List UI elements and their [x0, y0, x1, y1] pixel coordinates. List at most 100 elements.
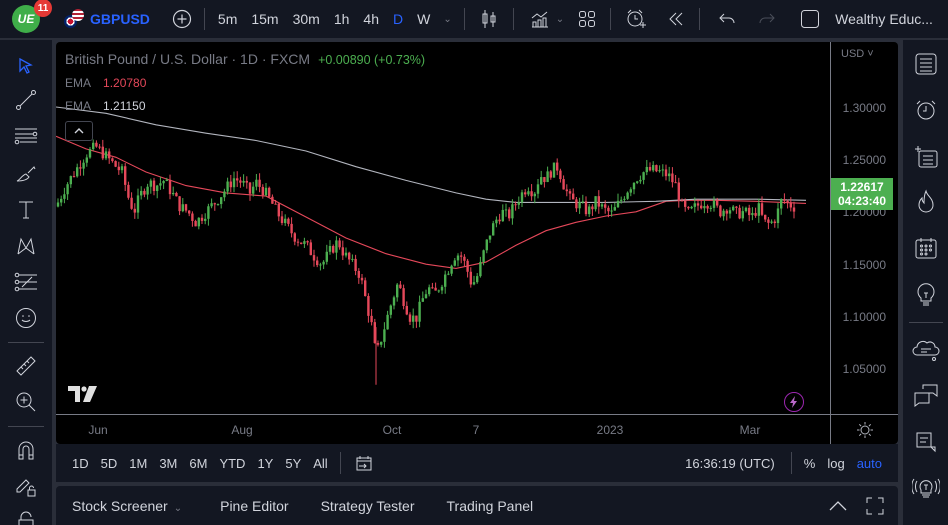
bar-countdown: 04:23:40 [837, 194, 887, 208]
layout-name-button[interactable]: Wealthy Educ... [835, 11, 933, 27]
text-tool[interactable] [12, 196, 40, 224]
collapse-legend-button[interactable] [65, 121, 93, 141]
interval-1w[interactable]: W [417, 11, 431, 27]
create-alert-button[interactable] [625, 8, 647, 30]
compare-symbol-button[interactable] [172, 9, 192, 29]
price-axis[interactable]: USD ˅ 1.30000 1.25000 1.20000 1.15000 1.… [830, 42, 898, 414]
range-5y[interactable]: 5Y [285, 455, 302, 471]
range-6m[interactable]: 6M [189, 455, 208, 471]
alerts-bolt-button[interactable] [784, 392, 804, 412]
expand-panel-button[interactable] [828, 500, 848, 512]
maximize-panel-button[interactable] [866, 497, 884, 515]
time-axis[interactable]: Jun Aug Oct 7 2023 Mar [56, 414, 830, 444]
range-3m[interactable]: 3M [159, 455, 178, 471]
notifications-button[interactable] [912, 428, 940, 456]
notification-badge: 11 [34, 0, 52, 17]
interval-30m[interactable]: 30m [292, 11, 320, 27]
tab-pine-editor[interactable]: Pine Editor [220, 497, 289, 514]
log-scale-toggle[interactable]: log [827, 455, 845, 471]
redo-button[interactable] [758, 12, 776, 26]
toolbar-divider [203, 8, 205, 30]
interval-1d[interactable]: D [392, 11, 404, 27]
parallel-lines-icon [14, 128, 38, 145]
range-5d[interactable]: 5D [100, 455, 118, 471]
layout-select-checkbox[interactable] [800, 9, 820, 29]
lock-icon [18, 511, 34, 525]
signals-button[interactable] [912, 474, 940, 502]
interval-5m[interactable]: 5m [217, 11, 238, 27]
cursor-tool[interactable] [12, 52, 40, 80]
measure-tool[interactable] [12, 352, 40, 380]
icons-tool[interactable] [12, 304, 40, 332]
sun-gear-icon [856, 421, 873, 438]
interval-15m[interactable]: 15m [251, 11, 279, 27]
time-tick: Oct [382, 423, 402, 437]
tab-strategy-tester[interactable]: Strategy Tester [320, 497, 415, 514]
range-1m[interactable]: 1M [129, 455, 148, 471]
indicators-dropdown-chevron-icon[interactable]: ⌄ [555, 13, 565, 25]
lock-all-tool[interactable] [12, 506, 40, 525]
utc-clock[interactable]: 16:36:19 (UTC) [685, 455, 775, 471]
percent-scale-toggle[interactable]: % [803, 455, 816, 471]
alarm-clock-plus-icon [627, 9, 647, 28]
pencil-lock-icon [16, 479, 36, 497]
auto-scale-toggle[interactable]: auto [856, 455, 882, 471]
zoom-in-icon [16, 392, 36, 412]
chats-button[interactable] [912, 336, 940, 364]
user-avatar[interactable]: UE 11 [12, 0, 52, 33]
toolbar-divider [512, 8, 514, 30]
trend-line-tool[interactable] [12, 86, 40, 114]
ruler-icon [16, 356, 36, 376]
calendar-icon [915, 238, 937, 259]
range-1d[interactable]: 1D [72, 455, 89, 471]
chart-type-candles-button[interactable] [481, 9, 497, 29]
chevron-up-icon [829, 500, 847, 510]
currency-selector[interactable]: USD ˅ [841, 48, 874, 60]
brush-tool[interactable] [12, 160, 40, 188]
ema-slow-legend[interactable]: EMA 1.21150 [65, 99, 146, 113]
chart-settings-button[interactable] [830, 414, 898, 444]
tradingview-logo[interactable] [68, 385, 100, 408]
go-to-date-button[interactable] [355, 454, 373, 472]
ema-fast-legend[interactable]: EMA 1.20780 [65, 76, 146, 90]
pattern-tool[interactable] [12, 232, 40, 260]
indicators-button[interactable] [530, 9, 550, 29]
chart-canvas[interactable]: British Pound / U.S. Dollar · 1D · FXCM +… [56, 42, 830, 414]
price-tick: 1.10000 [842, 310, 886, 324]
zoom-in-tool[interactable] [12, 388, 40, 416]
streams-button[interactable] [912, 382, 940, 410]
horizontal-lines-tool[interactable] [12, 122, 40, 150]
flame-icon [918, 189, 934, 213]
drawing-toolbar [0, 40, 52, 525]
ideas-button[interactable] [912, 280, 940, 308]
fib-tool[interactable] [12, 268, 40, 296]
range-1y[interactable]: 1Y [257, 455, 274, 471]
tab-stock-screener[interactable]: Stock Screener ⌄ [56, 498, 204, 514]
magnet-icon [18, 441, 34, 460]
lock-drawings-tool[interactable] [12, 472, 40, 500]
magnet-mode-tool[interactable] [12, 436, 40, 464]
hotlists-button[interactable] [912, 188, 940, 216]
range-ytd[interactable]: YTD [219, 455, 246, 471]
interval-1h[interactable]: 1h [333, 11, 350, 27]
range-all[interactable]: All [313, 455, 328, 471]
tab-trading-panel[interactable]: Trading Panel [446, 497, 534, 514]
alerts-button[interactable] [912, 96, 940, 124]
undo-button[interactable] [718, 12, 736, 26]
layout-grid-button[interactable] [578, 10, 596, 28]
watchlist-button[interactable] [912, 50, 940, 78]
range-divider [339, 452, 341, 474]
candlestick-chart [56, 106, 807, 385]
price-change: +0.00890 (+0.73%) [318, 53, 426, 67]
calendar-goto-icon [356, 456, 372, 471]
bar-replay-button[interactable] [667, 12, 685, 26]
calendar-button[interactable] [912, 234, 940, 262]
toolbar-divider [699, 8, 701, 30]
tradingview-logo-icon [68, 386, 97, 402]
lightbulb-icon [917, 283, 935, 306]
interval-4h[interactable]: 4h [363, 11, 379, 27]
toolbar-divider [8, 342, 44, 343]
symbol-search-button[interactable]: GBPUSD [90, 11, 150, 27]
data-window-button[interactable] [912, 142, 940, 170]
interval-dropdown-chevron-icon[interactable]: ⌄ [443, 13, 452, 25]
